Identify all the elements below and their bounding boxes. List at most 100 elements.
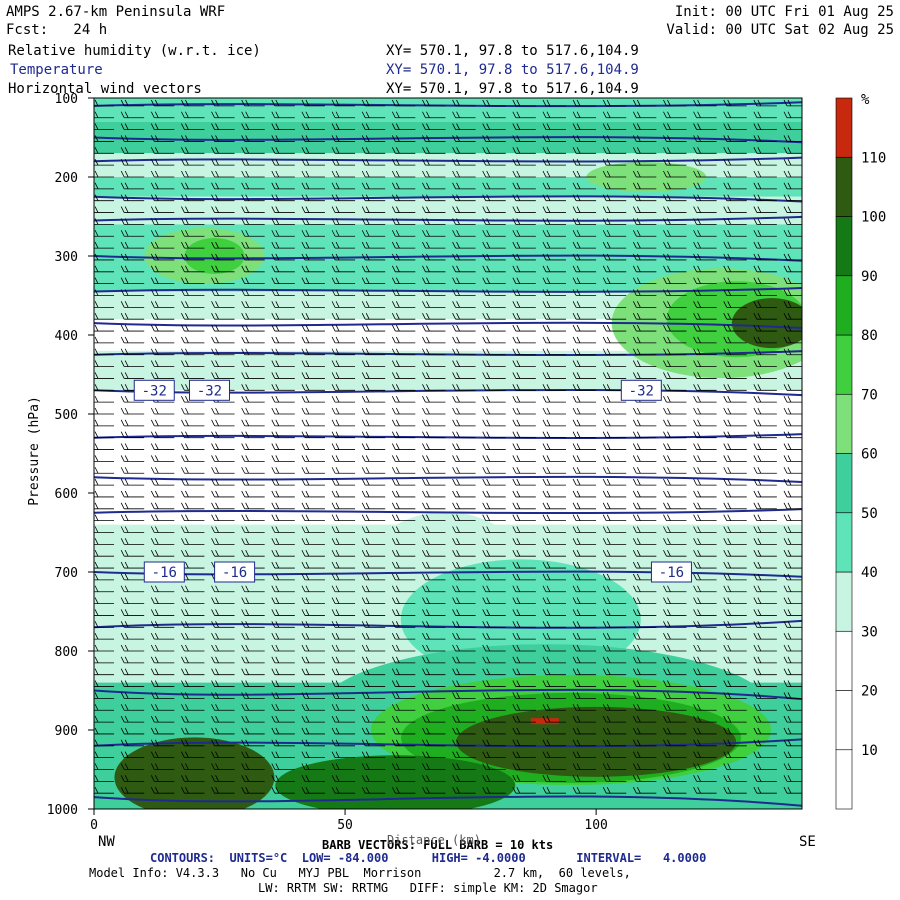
wind-barb: [301, 301, 325, 308]
wind-barb: [753, 621, 777, 628]
wind-barb: [391, 526, 416, 533]
wind-barb: [181, 656, 205, 664]
wind-barb: [512, 135, 536, 142]
wind-barb: [181, 668, 205, 676]
wind-barb: [241, 763, 265, 770]
wind-barb: [693, 573, 717, 581]
wind-barb: [572, 431, 597, 439]
rh-band: [94, 390, 802, 525]
wind-barb: [542, 407, 566, 415]
wind-barb: [693, 395, 717, 403]
wind-barb: [94, 550, 115, 557]
wind-barb: [482, 265, 506, 273]
wind-barb: [542, 289, 566, 296]
wind-barb: [663, 668, 687, 676]
wind-barb: [331, 170, 356, 178]
wind-barb: [150, 277, 175, 285]
wind-barb: [753, 538, 777, 545]
wind-barb: [150, 206, 175, 213]
wind-barb: [632, 313, 657, 320]
wind-barb: [482, 123, 506, 131]
wind-barb: [663, 395, 687, 403]
wind-barb: [331, 324, 356, 332]
wind-barb: [572, 170, 597, 178]
wind-barb: [542, 715, 566, 723]
wind-barb: [271, 147, 295, 154]
wind-barb: [120, 182, 145, 190]
wind-barb: [693, 289, 717, 296]
wind-barb: [422, 431, 446, 439]
wind-barb: [723, 467, 747, 474]
barb-legend: BARB VECTORS: FULL BARB = 10 kts: [322, 838, 554, 852]
wind-barb: [241, 775, 265, 782]
wind-barb: [783, 538, 802, 545]
wind-barb: [241, 656, 265, 664]
wind-barb: [391, 99, 416, 107]
wind-barb: [602, 301, 627, 308]
wind-barb: [422, 692, 446, 699]
wind-barb: [422, 372, 446, 379]
wind-barb: [271, 123, 295, 131]
wind-barb: [150, 632, 175, 640]
wind-barb: [211, 538, 235, 545]
wind-barb: [723, 170, 747, 178]
wind-barb: [120, 313, 145, 320]
wind-barb: [391, 538, 416, 545]
wind-barb: [120, 301, 145, 308]
wind-barb: [361, 206, 386, 213]
wind-barb: [271, 763, 295, 770]
y-tick-label: 700: [55, 566, 78, 581]
wind-barb: [723, 111, 747, 119]
wind-barb: [241, 514, 265, 522]
wind-barb: [783, 230, 802, 237]
colorbar-swatch: [835, 334, 853, 395]
wind-barb: [602, 751, 627, 759]
wind-barb: [452, 372, 476, 379]
wind-barb: [361, 289, 386, 296]
wind-barb: [542, 218, 566, 225]
wind-barb: [301, 550, 325, 557]
wind-barb: [482, 478, 506, 486]
wind-barb: [241, 123, 265, 131]
wind-barb: [361, 526, 386, 533]
wind-barb: [452, 621, 476, 628]
wind-barb: [211, 478, 235, 486]
wind-barb: [632, 656, 657, 664]
wind-barb: [753, 787, 777, 794]
wind-barb: [181, 609, 205, 616]
wind-barb: [361, 656, 386, 664]
wind-barb: [783, 514, 802, 522]
wind-barb: [361, 715, 386, 723]
wind-barb: [663, 135, 687, 142]
wind-barb: [422, 253, 446, 261]
wind-barb: [512, 609, 536, 616]
temperature-label: -32: [629, 383, 654, 399]
wind-barb: [361, 218, 386, 225]
wind-barb: [512, 324, 536, 332]
wind-barb: [723, 158, 747, 166]
wind-barb: [482, 241, 506, 249]
wind-barb: [753, 561, 777, 569]
wind-barb: [211, 751, 235, 759]
wind-barb: [512, 727, 536, 735]
wind-barb: [753, 585, 777, 593]
wind-barb: [572, 632, 597, 640]
wind-barb: [181, 313, 205, 320]
wind-barb: [602, 135, 627, 142]
wind-barb: [542, 775, 566, 782]
wind-barb: [512, 585, 536, 593]
wind-barb: [361, 182, 386, 190]
wind-barb: [452, 644, 476, 652]
wind-barb: [572, 241, 597, 249]
wind-barb: [693, 372, 717, 379]
wind-barb: [723, 407, 747, 415]
wind-barb: [602, 111, 627, 119]
wind-barb: [753, 775, 777, 782]
wind-barb: [482, 502, 506, 510]
wind-barb: [271, 372, 295, 379]
wind-barb: [301, 182, 325, 190]
wind-barb: [663, 336, 687, 344]
wind-barb: [512, 313, 536, 320]
wind-barb: [693, 490, 717, 498]
wind-barb: [211, 739, 235, 747]
